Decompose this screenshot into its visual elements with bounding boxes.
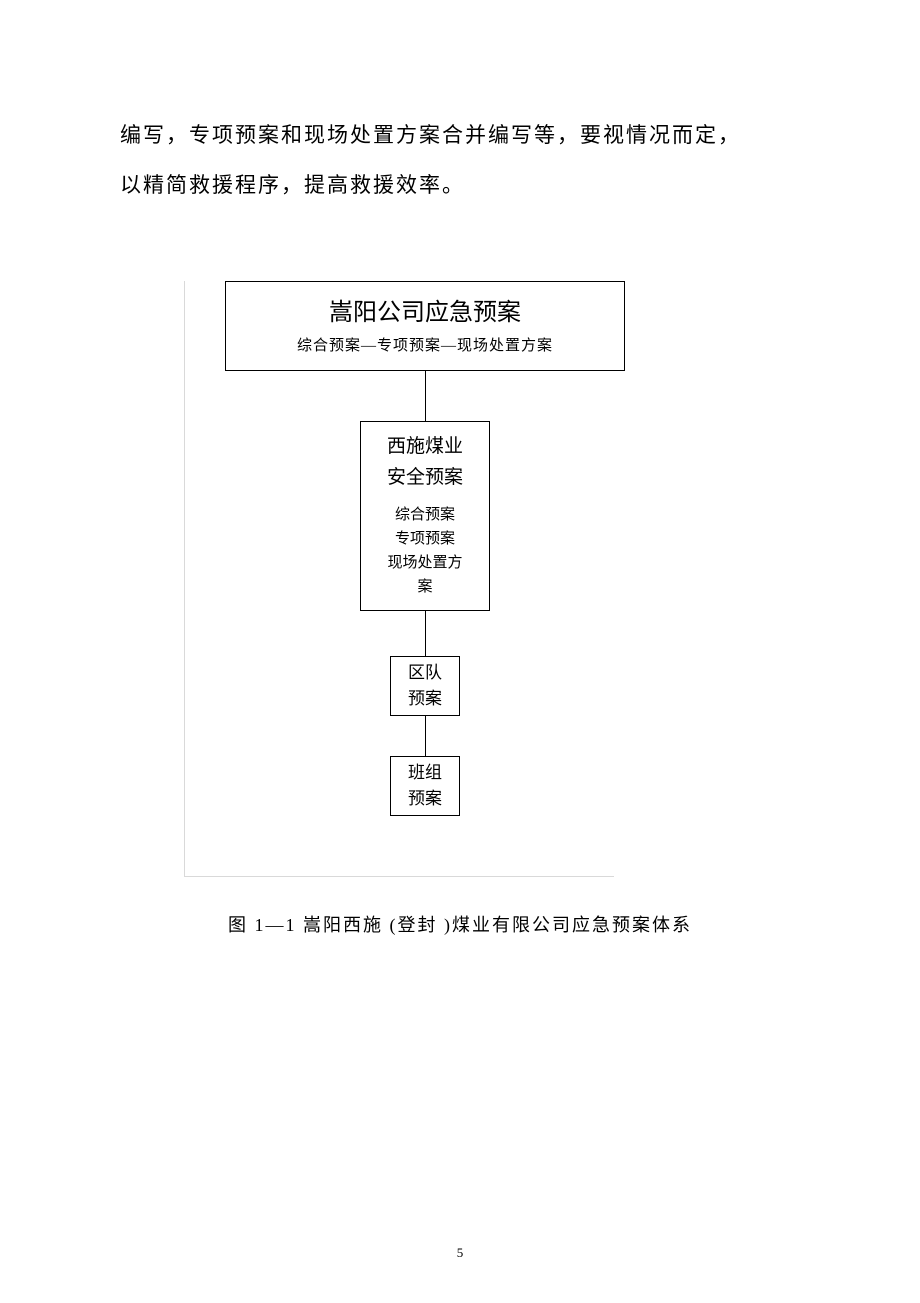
node-line: 预案 — [408, 786, 442, 812]
flow-connector — [425, 611, 426, 656]
page-number: 5 — [0, 1245, 920, 1261]
node-line: 综合预案 — [395, 503, 455, 527]
layout-hairline — [184, 876, 614, 877]
flowchart-node-team-plan: 区队 预案 — [390, 656, 460, 716]
paragraph-line-2: 以精简救援程序，提高救援效率。 — [120, 160, 810, 210]
layout-hairline — [184, 281, 185, 877]
figure-caption: 图 1—1 嵩阳西施 (登封 )煤业有限公司应急预案体系 — [228, 911, 692, 937]
flow-connector — [425, 371, 426, 421]
document-page: 编写，专项预案和现场处置方案合并编写等，要视情况而定， 以精简救援程序，提高救援… — [0, 0, 920, 1303]
node-title: 嵩阳公司应急预案 — [329, 295, 521, 331]
node-line: 区队 — [408, 660, 442, 686]
flowchart-node-company-plan: 嵩阳公司应急预案 综合预案—专项预案—现场处置方案 — [225, 281, 625, 371]
paragraph-line-1: 编写，专项预案和现场处置方案合并编写等，要视情况而定， — [120, 110, 810, 160]
node-line: 案 — [417, 575, 432, 599]
flowchart-node-xishi-coal: 西施煤业 安全预案 综合预案 专项预案 现场处置方 案 — [360, 421, 490, 611]
flowchart-node-group-plan: 班组 预案 — [390, 756, 460, 816]
node-line: 预案 — [408, 686, 442, 712]
node-subtitle: 综合预案—专项预案—现场处置方案 — [297, 335, 553, 358]
flow-connector — [425, 716, 426, 756]
node-line: 专项预案 — [395, 527, 455, 551]
node-line: 安全预案 — [387, 463, 463, 493]
node-line: 班组 — [408, 760, 442, 786]
node-line: 现场处置方 — [387, 551, 462, 575]
node-line: 西施煤业 — [387, 432, 463, 462]
flowchart-figure: 嵩阳公司应急预案 综合预案—专项预案—现场处置方案 西施煤业 安全预案 综合预案… — [120, 281, 810, 921]
